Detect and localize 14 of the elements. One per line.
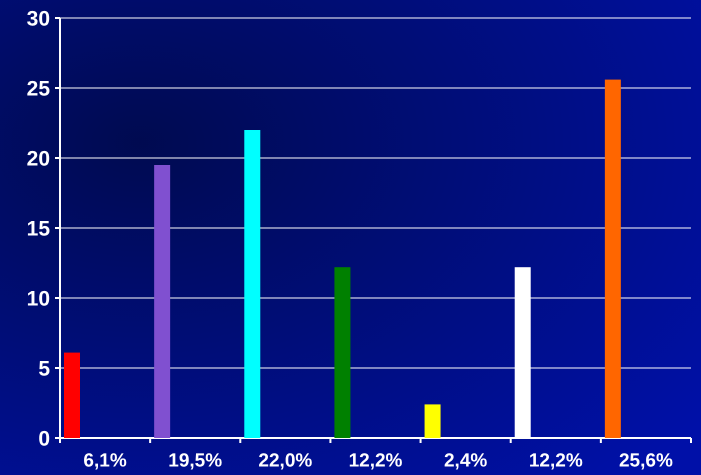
y-tick-label: 30 — [26, 7, 50, 30]
x-tick-label: 19,5% — [168, 450, 222, 472]
x-tick-label: 12,2% — [528, 450, 583, 472]
x-tick-label: 6,1% — [83, 450, 127, 472]
y-tick-label: 15 — [26, 217, 50, 240]
x-tick-label: 2,4% — [444, 450, 488, 472]
y-tick-label: 20 — [26, 147, 50, 170]
y-tick-label: 25 — [26, 77, 50, 100]
x-tick-label: 25,6% — [618, 450, 673, 472]
y-tick-label: 10 — [26, 287, 50, 310]
x-tick-label: 22,0% — [258, 450, 312, 472]
x-tick-label: 12,2% — [348, 450, 403, 472]
y-tick-label: 5 — [38, 357, 50, 380]
y-tick-label: 0 — [38, 427, 50, 450]
